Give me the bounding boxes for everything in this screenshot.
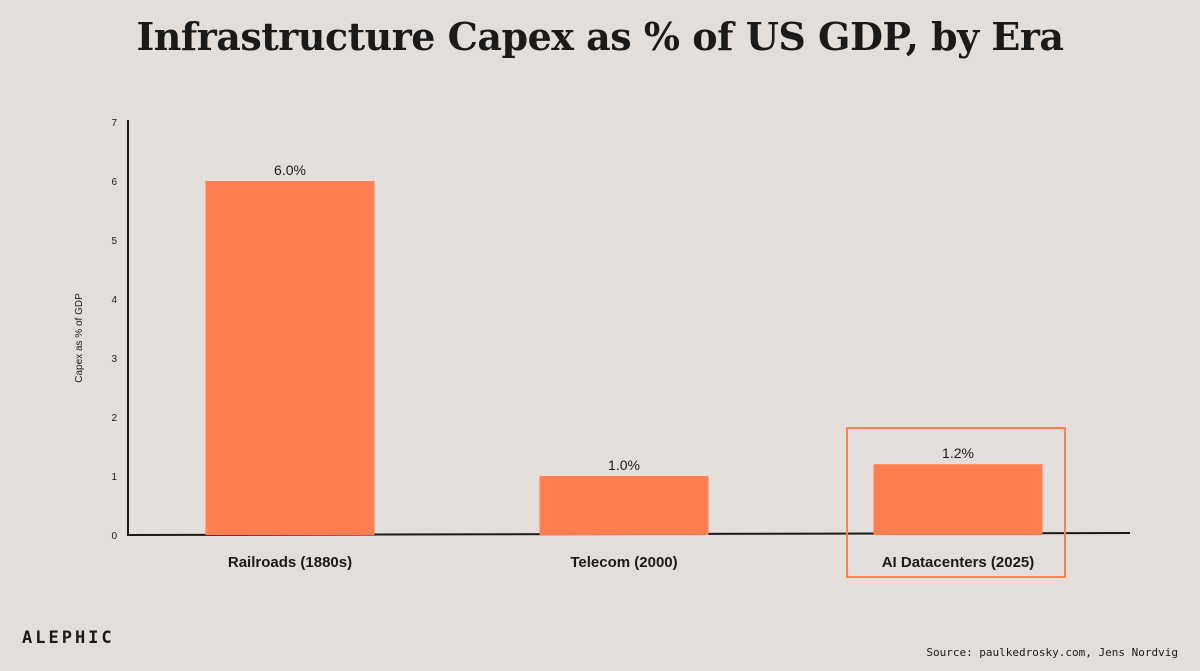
data-label: 6.0% bbox=[274, 162, 306, 178]
y-tick-label: 6 bbox=[111, 177, 117, 188]
highlight-box bbox=[846, 427, 1066, 578]
x-tick-label: AI Datacenters (2025) bbox=[882, 554, 1035, 571]
y-tick-label: 5 bbox=[111, 236, 117, 247]
y-tick-label: 0 bbox=[111, 531, 117, 542]
data-label: 1.0% bbox=[608, 457, 640, 473]
y-tick-label: 2 bbox=[111, 413, 117, 424]
x-tick-label: Telecom (2000) bbox=[570, 554, 677, 571]
chart-title: Infrastructure Capex as % of US GDP, by … bbox=[136, 14, 1064, 59]
bar bbox=[539, 476, 709, 535]
bar bbox=[873, 464, 1043, 535]
bar bbox=[205, 181, 375, 535]
y-tick-label: 7 bbox=[111, 118, 117, 129]
x-tick-label: Railroads (1880s) bbox=[228, 554, 352, 571]
brand-logo: ALEPHIC bbox=[22, 628, 115, 648]
y-tick-label: 3 bbox=[111, 354, 117, 365]
y-axis-label: Capex as % of GDP bbox=[74, 293, 85, 383]
data-label: 1.2% bbox=[942, 445, 974, 461]
source-note: Source: paulkedrosky.com, Jens Nordvig bbox=[926, 646, 1178, 659]
y-tick-label: 4 bbox=[111, 295, 117, 306]
y-tick-label: 1 bbox=[111, 472, 117, 483]
